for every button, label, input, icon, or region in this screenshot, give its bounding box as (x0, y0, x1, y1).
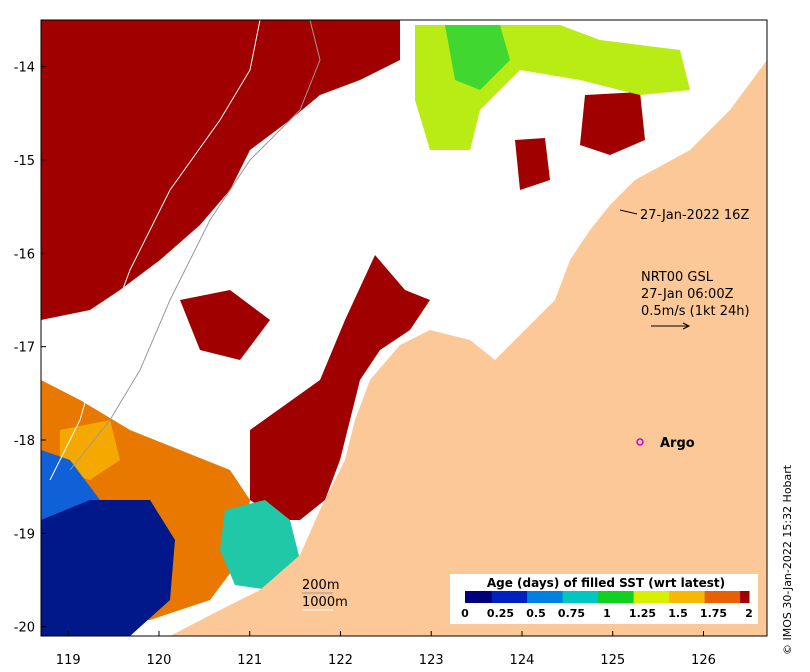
colorbar-swatch (607, 591, 617, 603)
australia-land (170, 20, 767, 636)
sst-age-0-5-patch (220, 500, 300, 590)
sst-age-2-patch-mid (515, 138, 550, 190)
colorbar-swatch (544, 591, 555, 603)
colorbar-swatch (678, 591, 688, 603)
x-tick-label: 122 (328, 653, 353, 668)
x-tick-label: 121 (237, 653, 262, 668)
sst-age-0-patch (41, 500, 175, 636)
y-tick-label: -17 (14, 341, 35, 356)
argo-label: Argo (660, 436, 695, 451)
sst-age-1-25-patch (60, 420, 120, 480)
credit-text: © IMOS 30-Jan-2022 15:32 Hobart (781, 464, 794, 655)
colorbar-ticks: 0 0.25 0.5 0.75 1 1.25 1.5 1.75 2 (461, 607, 753, 620)
argo-float-marker (636, 438, 644, 446)
colorbar-swatch (589, 591, 599, 603)
observation-time-label: 27-Jan-2022 16Z (640, 208, 749, 223)
current-scale-label: 0.5m/s (1kt 24h) (641, 304, 750, 319)
x-tick-label: 124 (510, 653, 535, 668)
colorbar-swatch (598, 591, 608, 603)
current-scale-arrowhead (682, 322, 691, 330)
contour-200m-label: 200m (302, 578, 339, 593)
colorbar-swatch (518, 591, 528, 603)
colorbar-swatch (713, 591, 723, 603)
colorbar-tick-label: 2 (745, 607, 753, 620)
colorbar-swatch (509, 591, 519, 603)
colorbar-tick-label: 0.5 (526, 607, 546, 620)
colorbar-swatch (695, 591, 706, 603)
colorbar-tick-label: 1.5 (668, 607, 688, 620)
colorbar-swatch (669, 591, 679, 603)
colorbar-swatch (686, 591, 697, 603)
contour-1000m-label: 1000m (302, 595, 348, 610)
colorbar-swatch (633, 591, 643, 603)
sst-age-2-islands (180, 290, 270, 360)
colorbar-swatch (731, 591, 741, 603)
colorbar-swatch (624, 591, 635, 603)
y-tick-label: -14 (14, 61, 35, 76)
sst-age-0-75-patch (445, 25, 510, 90)
sst-age-2-patch-ne (580, 92, 645, 155)
colorbar-tick-label: 1.75 (700, 607, 727, 620)
x-axis: 119 120 121 122 123 124 125 126 (56, 631, 716, 668)
colorbar-swatch (562, 591, 572, 603)
plot-frame (40, 19, 768, 637)
contour-1000m (49, 20, 261, 481)
x-tick-label: 126 (691, 653, 716, 668)
map-layers (41, 20, 767, 636)
y-axis: -14 -15 -16 -17 -18 -19 -20 (14, 61, 46, 636)
x-tick-label: 123 (419, 653, 444, 668)
colorbar-swatch (722, 591, 732, 603)
colorbar-swatch (500, 591, 510, 603)
y-tick-label: -19 (14, 527, 35, 542)
y-tick-label: -18 (14, 434, 35, 449)
x-tick-label: 120 (147, 653, 172, 668)
contour-200m (69, 20, 321, 471)
colorbar-tick-label: 1 (603, 607, 611, 620)
sst-age-2-south (250, 255, 430, 520)
colorbar-swatch (536, 591, 546, 603)
colorbar-swatch (740, 591, 750, 603)
colorbar-swatch (465, 591, 475, 603)
colorbar-swatch (580, 591, 590, 603)
colorbar-swatch (660, 591, 670, 603)
y-tick-label: -15 (14, 154, 35, 169)
colorbar-tick-label: 0.25 (487, 607, 514, 620)
colorbar-swatches (465, 591, 750, 603)
colorbar-swatch (473, 591, 484, 603)
colorbar-title: Age (days) of filled SST (wrt latest) (487, 576, 725, 590)
colorbar-swatch (704, 591, 714, 603)
x-tick-label: 125 (600, 653, 625, 668)
colorbar-tick-label: 1.25 (629, 607, 656, 620)
current-time-label: 27-Jan 06:00Z (641, 287, 734, 302)
colorbar-swatch (642, 591, 652, 603)
colorbar-swatch (527, 591, 537, 603)
x-tick-label: 119 (56, 653, 81, 668)
colorbar-tick-label: 0.75 (558, 607, 585, 620)
colorbar-swatch (491, 591, 501, 603)
y-tick-label: -16 (14, 247, 35, 262)
colorbar-tick-label: 0 (461, 607, 469, 620)
sst-age-2-north (41, 20, 400, 320)
colorbar-swatch (553, 591, 564, 603)
colorbar-swatch (615, 591, 626, 603)
observation-time-pointer (619, 209, 638, 215)
y-tick-label: -20 (14, 621, 35, 636)
colorbar-swatch (571, 591, 581, 603)
colorbar-swatch (482, 591, 493, 603)
current-model-label: NRT00 GSL (641, 270, 714, 285)
colorbar-swatch (651, 591, 661, 603)
